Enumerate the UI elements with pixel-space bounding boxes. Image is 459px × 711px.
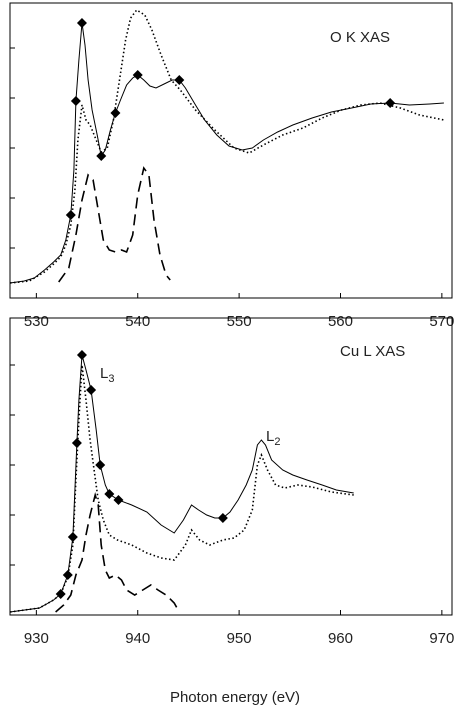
marker xyxy=(174,75,185,85)
x-axis-label: Photon energy (eV) xyxy=(170,689,300,706)
peak-label-main: L xyxy=(266,428,274,445)
peak-label: L3 xyxy=(100,365,114,385)
marker xyxy=(113,495,124,505)
marker xyxy=(67,532,78,542)
panel-title: Cu L XAS xyxy=(340,343,405,360)
marker xyxy=(86,385,97,395)
curve xyxy=(9,22,444,284)
peak-label-sub: 2 xyxy=(274,436,280,448)
x-tick-label: 960 xyxy=(328,630,353,647)
x-tick-label: 950 xyxy=(227,630,252,647)
peak-label: L2 xyxy=(266,428,280,448)
marker xyxy=(95,460,106,470)
peak-label-main: L xyxy=(100,365,108,382)
marker xyxy=(76,18,87,28)
marker xyxy=(96,151,107,161)
marker xyxy=(55,589,66,599)
marker xyxy=(71,438,82,448)
marker xyxy=(110,108,121,118)
x-tick-label: 970 xyxy=(429,630,454,647)
curve xyxy=(55,492,180,613)
marker xyxy=(104,489,115,499)
curve xyxy=(9,364,354,613)
marker xyxy=(76,350,87,360)
plot-frame xyxy=(9,2,453,299)
plot-frame xyxy=(9,317,453,616)
marker xyxy=(70,96,81,106)
x-tick-label: 570 xyxy=(429,313,454,330)
x-tick-label: 560 xyxy=(328,313,353,330)
x-tick-label: 550 xyxy=(227,313,252,330)
marker xyxy=(217,513,228,523)
panel-title: O K XAS xyxy=(330,29,390,46)
curve xyxy=(58,166,171,283)
curve xyxy=(9,354,354,613)
x-tick-label: 530 xyxy=(24,313,49,330)
x-tick-label: 540 xyxy=(125,313,150,330)
marker xyxy=(65,210,76,220)
peak-label-sub: 3 xyxy=(108,373,114,385)
x-tick-label: 940 xyxy=(125,630,150,647)
marker xyxy=(385,98,396,108)
marker xyxy=(62,570,73,580)
x-tick-label: 930 xyxy=(24,630,49,647)
marker xyxy=(132,70,143,80)
